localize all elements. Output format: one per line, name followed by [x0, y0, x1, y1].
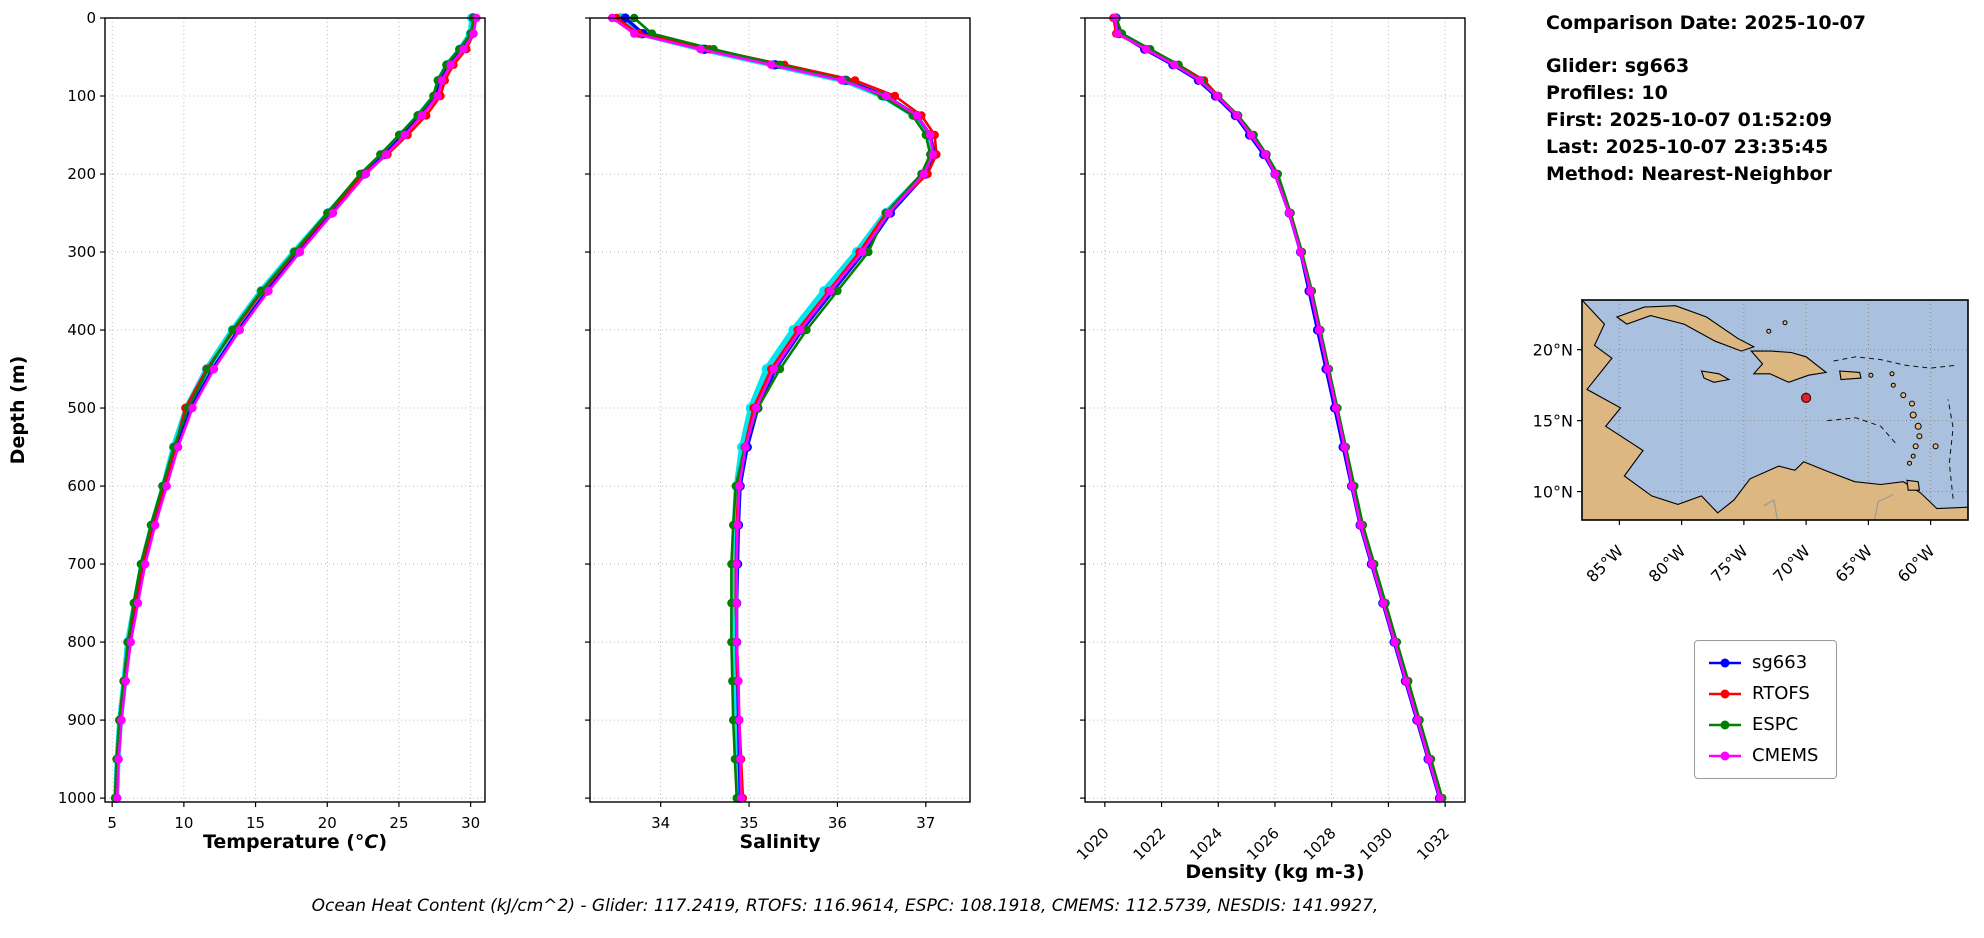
- svg-text:30: 30: [461, 814, 480, 832]
- legend-entry-cmems: CMEMS: [1707, 746, 1818, 766]
- y-axis-label: Depth (m): [7, 356, 29, 465]
- plot-area: [105, 18, 485, 802]
- last-time-text: Last: 2025-10-07 23:35:45: [1546, 136, 1829, 158]
- x-tick-labels: 5 10 15 20 25 30: [107, 802, 480, 832]
- svg-text:15°N: 15°N: [1533, 412, 1573, 431]
- svg-text:1022: 1022: [1130, 824, 1170, 864]
- svg-text:600: 600: [67, 477, 96, 495]
- legend-marker-rtofs: [1709, 689, 1741, 699]
- svg-text:75°W: 75°W: [1707, 541, 1752, 586]
- y-tick-labels: 0 100 200 300 400 500 600 700 800 900 1000: [58, 9, 105, 807]
- svg-text:100: 100: [67, 87, 96, 105]
- method-text: Method: Nearest-Neighbor: [1546, 163, 1832, 185]
- svg-text:85°W: 85°W: [1583, 541, 1628, 586]
- legend-marker-cmems: [1709, 751, 1741, 761]
- legend-marker-sg663: [1709, 658, 1741, 668]
- svg-text:1020: 1020: [1073, 824, 1113, 864]
- svg-text:1026: 1026: [1243, 824, 1283, 864]
- svg-text:200: 200: [67, 165, 96, 183]
- glider-text: Glider: sg663: [1546, 55, 1690, 77]
- profiles-text: Profiles: 10: [1546, 82, 1668, 104]
- legend-entry-rtofs: RTOFS: [1707, 684, 1818, 704]
- svg-text:20°N: 20°N: [1533, 341, 1573, 360]
- svg-text:36: 36: [828, 814, 847, 832]
- svg-text:1032: 1032: [1413, 824, 1453, 864]
- legend-entry-sg663: sg663: [1707, 653, 1818, 673]
- map-border: [1581, 299, 1969, 521]
- legend-label: ESPC: [1752, 714, 1799, 735]
- glider-location-marker: [1801, 392, 1812, 404]
- legend-marker-espc: [1709, 720, 1741, 730]
- y-tick-labels: [585, 17, 590, 799]
- map-small-islands: [1766, 320, 1939, 466]
- x-axis-label: Density (kg m-3): [1185, 861, 1364, 883]
- svg-text:300: 300: [67, 243, 96, 261]
- map-land: [1581, 298, 1969, 521]
- density-profile-chart: 1020 1022 1024 1026 1028 1030 1032 Density (kg …: [985, 0, 1485, 938]
- info-spacer: [1546, 37, 1866, 53]
- temperature-profile-chart: 5 10 15 20 25 30 0 100 200 300 400 500 600 700 800 900 1…: [0, 0, 505, 938]
- axes-border: [589, 17, 971, 803]
- x-tick-labels: 34 35 36 37: [651, 802, 935, 832]
- comparison-info-block: Comparison Date: 2025-10-07 Glider: sg66…: [1546, 10, 1866, 188]
- svg-text:35: 35: [740, 814, 759, 832]
- legend: sg663 RTOFS ESPC CMEMS: [1694, 640, 1838, 779]
- svg-text:1028: 1028: [1300, 824, 1340, 864]
- location-map: 85°W 80°W 75°W 70°W 65°W 60°W 20°N 15°N 10°N: [1515, 288, 1984, 597]
- series-cmems: [1110, 13, 1445, 803]
- x-tick-labels: 1020 1022 1024 1026 1028 1030 1032: [1073, 802, 1453, 864]
- svg-text:400: 400: [67, 321, 96, 339]
- svg-text:80°W: 80°W: [1645, 541, 1690, 586]
- svg-text:60°W: 60°W: [1894, 541, 1939, 586]
- svg-text:37: 37: [916, 814, 935, 832]
- svg-text:500: 500: [67, 399, 96, 417]
- svg-text:700: 700: [67, 555, 96, 573]
- y-tick-labels: [1080, 17, 1085, 799]
- axes-border: [104, 17, 486, 803]
- legend-label: CMEMS: [1752, 745, 1819, 766]
- legend-label: sg663: [1752, 652, 1808, 673]
- svg-text:70°W: 70°W: [1769, 541, 1814, 586]
- series-cmems: [113, 13, 481, 803]
- svg-text:1000: 1000: [58, 789, 96, 807]
- svg-text:65°W: 65°W: [1832, 541, 1877, 586]
- legend-entry-espc: ESPC: [1707, 715, 1818, 735]
- svg-text:15: 15: [246, 814, 265, 832]
- x-axis-label: Temperature (°C): [203, 831, 387, 853]
- plot-area: [590, 18, 970, 802]
- salinity-plot-svg: 34 35 36 37 Salinity: [585, 13, 971, 853]
- legend-label: RTOFS: [1752, 683, 1810, 704]
- svg-text:20: 20: [318, 814, 337, 832]
- svg-text:10°N: 10°N: [1533, 483, 1573, 502]
- ohc-footer-text: Ocean Heat Content (kJ/cm^2) - Glider: 1…: [311, 896, 1379, 916]
- first-time-text: First: 2025-10-07 01:52:09: [1546, 109, 1833, 131]
- svg-text:1024: 1024: [1186, 824, 1226, 864]
- density-plot-svg: 1020 1022 1024 1026 1028 1030 1032 Density (kg …: [1073, 13, 1466, 883]
- map-country-borders: [1763, 493, 1894, 521]
- svg-text:800: 800: [67, 633, 96, 651]
- svg-text:5: 5: [107, 814, 117, 832]
- svg-text:25: 25: [389, 814, 408, 832]
- temperature-plot-svg: 5 10 15 20 25 3001002003004005006007008009001…: [7, 9, 486, 853]
- map-maritime-boundaries: [1827, 356, 1956, 499]
- svg-text:34: 34: [651, 814, 670, 832]
- salinity-profile-chart: 34 35 36 37 Salinity: [505, 0, 985, 938]
- svg-text:0: 0: [86, 9, 96, 27]
- x-axis-label: Salinity: [739, 831, 821, 853]
- svg-text:10: 10: [174, 814, 193, 832]
- svg-text:1030: 1030: [1357, 824, 1397, 864]
- svg-text:900: 900: [67, 711, 96, 729]
- comparison-date-text: Comparison Date: 2025-10-07: [1546, 12, 1866, 34]
- series-cmems: [607, 13, 938, 803]
- map-svg: 85°W 80°W 75°W 70°W 65°W 60°W 20°N 15°N 10°N: [1533, 298, 1969, 586]
